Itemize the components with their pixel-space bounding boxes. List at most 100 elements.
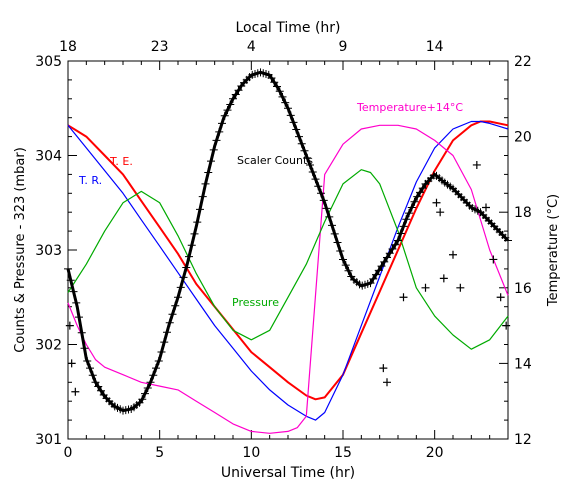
- counts-marker: [69, 287, 78, 296]
- counts-marker: [141, 389, 149, 398]
- counts-marker: [176, 283, 185, 292]
- counts-marker: [339, 255, 347, 264]
- counts-marker: [231, 90, 240, 99]
- counts-marker: [289, 118, 298, 127]
- counts-marker: [372, 270, 380, 279]
- counts-scatter-point: [67, 359, 76, 368]
- counts-marker: [413, 192, 422, 201]
- counts-scatter-point: [421, 283, 430, 292]
- counts-marker: [270, 78, 279, 87]
- counts-marker: [297, 139, 306, 148]
- counts-marker: [317, 189, 325, 198]
- right-y-tick-label: 12: [514, 432, 532, 448]
- counts-marker: [190, 229, 199, 238]
- counts-marker: [281, 98, 290, 107]
- counts-marker: [223, 106, 232, 115]
- counts-marker: [325, 212, 334, 221]
- series-line-temperature: [67, 124, 509, 434]
- y-tick-label: 302: [35, 338, 62, 354]
- x-tick-label: 0: [64, 445, 73, 461]
- right-y-tick-label: 14: [514, 356, 532, 372]
- counts-marker: [226, 100, 235, 109]
- counts-marker: [220, 111, 229, 120]
- bottom-axis: 0 5 10 15 20: [64, 430, 509, 461]
- counts-marker: [146, 378, 155, 387]
- counts-marker: [212, 136, 221, 145]
- counts-marker: [377, 262, 386, 271]
- counts-marker: [303, 153, 312, 162]
- y-tick-label: 304: [35, 149, 62, 165]
- counts-scatter-point: [436, 208, 445, 217]
- counts-marker: [91, 378, 100, 387]
- right-y-tick-label: 20: [514, 130, 532, 146]
- counts-marker: [333, 238, 342, 247]
- counts-marker: [286, 111, 295, 120]
- counts-marker: [504, 236, 512, 245]
- counts-scatter-point: [472, 160, 481, 169]
- right-y-tick-label: 18: [514, 205, 532, 221]
- x-axis-label: Universal Time (hr): [221, 465, 355, 481]
- left-axis: 301 302 303 304 305: [35, 54, 77, 448]
- counts-scatter-point: [449, 250, 457, 259]
- counts-marker: [306, 160, 314, 169]
- x-tick-label: 20: [426, 445, 444, 461]
- counts-marker: [163, 328, 171, 337]
- right-y-tick-label: 16: [514, 281, 532, 297]
- counts-marker: [218, 119, 226, 128]
- counts-marker: [154, 357, 163, 366]
- counts-scatter-point: [379, 364, 388, 373]
- counts-scatter-point: [399, 293, 408, 302]
- series-line-pressure: [67, 169, 509, 350]
- counts-marker: [328, 221, 336, 230]
- counts-marker: [380, 257, 389, 266]
- counts-marker: [196, 205, 204, 214]
- counts-marker: [83, 357, 92, 366]
- counts-marker: [388, 245, 397, 254]
- counts-marker: [366, 279, 375, 288]
- counts-marker: [374, 266, 383, 275]
- annotation-pressure: Pressure: [232, 296, 279, 309]
- counts-marker: [399, 222, 408, 231]
- counts-scatter-point: [432, 198, 441, 207]
- right-y-axis-label: Temperature (°C): [546, 194, 561, 307]
- counts-marker: [86, 364, 94, 373]
- counts-marker: [336, 246, 345, 255]
- counts-marker: [229, 94, 237, 103]
- counts-marker: [410, 197, 419, 206]
- counts-scatter-point: [439, 274, 448, 283]
- annotation-tr: T. R.: [78, 174, 102, 187]
- counts-marker: [94, 382, 103, 391]
- counts-marker: [97, 386, 105, 395]
- counts-marker: [182, 263, 191, 272]
- counts-marker: [369, 274, 378, 283]
- counts-marker: [234, 86, 243, 95]
- counts-marker: [275, 87, 284, 96]
- y-axis-label: Counts & Pressure - 323 (mbar): [13, 147, 28, 353]
- counts-marker: [160, 338, 169, 347]
- counts-marker: [344, 266, 353, 275]
- counts-marker: [157, 348, 166, 357]
- counts-marker: [174, 293, 182, 302]
- counts-marker: [341, 261, 350, 270]
- counts-marker: [72, 298, 81, 307]
- counts-scatter-point: [71, 387, 80, 396]
- counts-marker: [383, 253, 391, 262]
- x-tick-label: 15: [334, 445, 352, 461]
- counts-marker: [149, 371, 158, 380]
- counts-marker: [295, 132, 303, 141]
- counts-marker: [207, 157, 215, 166]
- counts-scatter-point: [456, 283, 465, 292]
- counts-marker: [311, 175, 320, 184]
- x-tick-label: 10: [242, 445, 260, 461]
- top-axis: 18 23 4 9 14: [59, 39, 509, 70]
- counts-marker: [209, 145, 218, 154]
- counts-marker: [143, 383, 152, 392]
- counts-marker: [385, 249, 394, 258]
- counts-marker: [314, 182, 323, 191]
- counts-marker: [193, 218, 202, 227]
- counts-scatter-point: [482, 203, 490, 212]
- y-tick-label: 303: [35, 243, 62, 259]
- series-layer: [64, 68, 512, 434]
- counts-marker: [138, 395, 147, 404]
